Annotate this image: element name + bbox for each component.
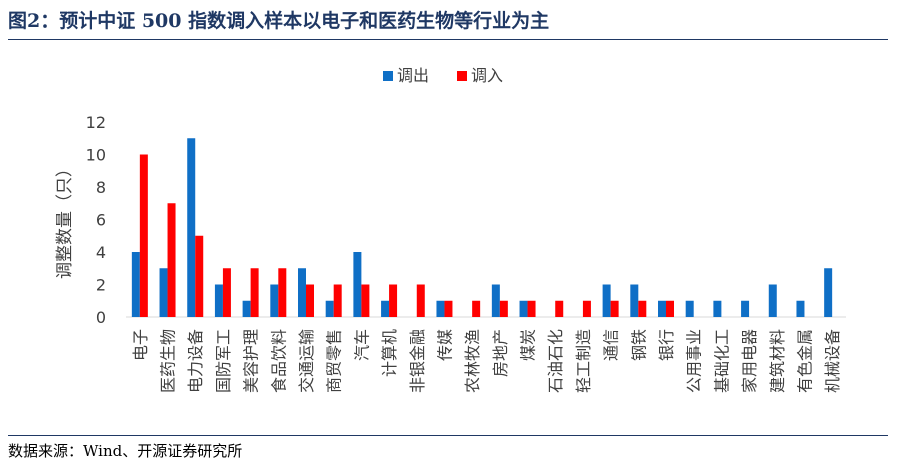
bar-in: [666, 300, 674, 317]
y-tick-label: 8: [96, 178, 106, 197]
x-tick-label: 计算机: [380, 329, 399, 377]
x-tick-label: 食品饮料: [269, 329, 288, 393]
x-tick-label: 医药生物: [159, 329, 178, 393]
bar-in: [278, 268, 287, 317]
y-tick-label: 12: [86, 113, 106, 132]
x-tick-label: 非银金融: [408, 329, 427, 393]
y-tick-label: 10: [86, 146, 106, 165]
bar-in: [527, 300, 536, 317]
x-tick-label: 电力设备: [186, 329, 205, 393]
x-tick-label: 轻工制造: [574, 329, 593, 393]
bar-in: [416, 284, 425, 317]
legend-swatch-out: [383, 71, 393, 81]
bar-out: [768, 284, 777, 317]
bar-out: [242, 300, 251, 317]
bar-out: [658, 300, 666, 317]
bar-out: [353, 252, 362, 317]
bar-out: [298, 268, 306, 317]
y-tick-label: 4: [96, 243, 106, 262]
bar-in: [610, 300, 619, 317]
bar-in: [555, 300, 564, 317]
x-tick-label: 钢铁: [629, 329, 648, 361]
x-tick-label: 石油石化: [546, 329, 565, 393]
bar-out: [131, 252, 140, 317]
bar-out: [824, 268, 833, 317]
y-tick-label: 0: [96, 308, 106, 327]
bar-out: [381, 300, 390, 317]
bar-in: [361, 284, 370, 317]
bar-in: [306, 284, 314, 317]
bar-out: [602, 284, 611, 317]
bar-out: [713, 300, 722, 317]
x-tick-label: 商贸零售: [325, 329, 344, 393]
x-tick-label: 有色金属: [795, 329, 814, 393]
y-axis-title: 调整数量（只）: [55, 160, 75, 279]
bar-in: [139, 154, 148, 317]
bar-in: [222, 268, 231, 317]
bar-out: [796, 300, 805, 317]
bar-in: [333, 284, 342, 317]
bar-out: [187, 138, 196, 317]
bar-out: [491, 284, 500, 317]
x-tick-label: 家用电器: [740, 329, 759, 393]
bar-out: [519, 300, 528, 317]
x-tick-label: 银行: [657, 329, 676, 361]
bar-out: [159, 268, 168, 317]
x-tick-label: 汽车: [352, 329, 371, 361]
bar-in: [444, 300, 453, 317]
x-tick-label: 建筑材料: [768, 329, 787, 393]
bar-out: [436, 300, 445, 317]
x-tick-label: 公用事业: [685, 329, 704, 393]
bar-in: [499, 300, 508, 317]
x-tick-label: 基础化工: [712, 329, 731, 393]
y-tick-label: 2: [96, 276, 106, 295]
legend-label-in: 调入: [471, 66, 503, 85]
bar-chart: 调出 调入 0 2 4 6 8 10 12 调整数量（只） 电子 医药生物 电力设备 国防军工 美容护理 食品…: [55, 66, 846, 393]
bar-in: [582, 300, 591, 317]
x-tick-label: 国防军工: [214, 329, 233, 393]
figure-title: 图2：预计中证 500 指数调入样本以电子和医药生物等行业为主: [8, 10, 550, 32]
bar-in: [389, 284, 398, 317]
bar-in: [250, 268, 259, 317]
bar-out: [741, 300, 750, 317]
x-tick-label: 煤炭: [519, 329, 538, 361]
x-tick-label: 通信: [602, 329, 621, 361]
bar-out: [270, 284, 279, 317]
x-tick-label: 交通运输: [297, 329, 316, 393]
bar-out: [214, 284, 223, 317]
x-tick-label: 美容护理: [242, 329, 261, 393]
title-divider: [8, 39, 888, 40]
bar-in: [472, 300, 481, 317]
y-tick-label: 6: [96, 211, 106, 230]
bar-in: [638, 300, 647, 317]
bar-out: [685, 300, 694, 317]
bar-in: [167, 203, 176, 317]
x-tick-label: 农林牧渔: [463, 329, 482, 393]
bar-in: [195, 235, 204, 317]
x-tick-label: 机械设备: [823, 329, 842, 393]
source-note: 数据来源：Wind、开源证券研究所: [8, 442, 243, 460]
x-tick-label: 电子: [131, 329, 150, 361]
bar-out: [630, 284, 639, 317]
source-divider: [8, 435, 888, 436]
bar-out: [325, 300, 334, 317]
x-tick-label: 房地产: [491, 329, 510, 377]
legend-label-out: 调出: [397, 66, 429, 85]
x-tick-label: 传媒: [435, 329, 454, 361]
legend-swatch-in: [457, 71, 467, 81]
